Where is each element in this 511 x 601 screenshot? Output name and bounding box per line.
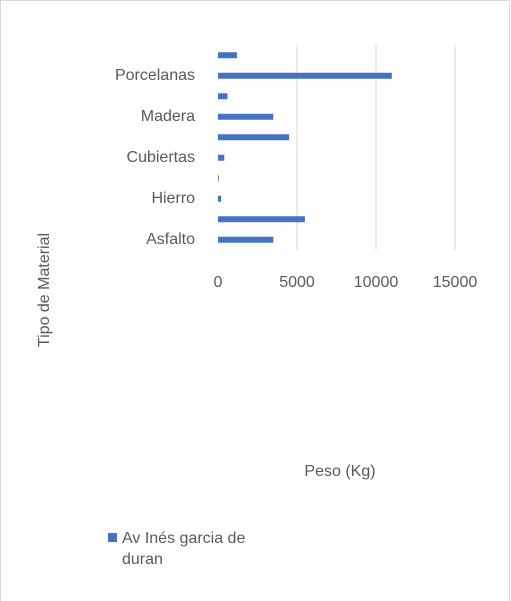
- bar: [218, 216, 305, 223]
- y-tick-label: Madera: [141, 108, 195, 125]
- legend-label: Av Inés garcia de duran: [122, 530, 246, 568]
- bar: [218, 113, 274, 120]
- bar: [218, 134, 290, 141]
- legend-key: [108, 533, 117, 542]
- y-tick-label: Hierro: [151, 190, 195, 207]
- bar: [218, 93, 228, 100]
- x-tick-label: 15000: [433, 274, 478, 291]
- x-tick-label: 10000: [354, 274, 399, 291]
- bar: [218, 195, 222, 202]
- bar: [218, 154, 225, 161]
- x-tick-label: 5000: [279, 274, 315, 291]
- legend: Av Inés garcia de duran: [108, 528, 252, 570]
- x-tick-label: 0: [214, 274, 223, 291]
- bar: [218, 236, 274, 243]
- y-axis-title: Tipo de Material: [36, 233, 53, 347]
- y-tick-label: Porcelanas: [115, 67, 195, 84]
- bar: [218, 72, 392, 79]
- y-tick-label: Cubiertas: [127, 149, 195, 166]
- bar: [218, 52, 237, 59]
- y-tick-label: Asfalto: [146, 231, 195, 248]
- x-axis-title: Peso (Kg): [304, 463, 375, 480]
- bar: [218, 175, 219, 182]
